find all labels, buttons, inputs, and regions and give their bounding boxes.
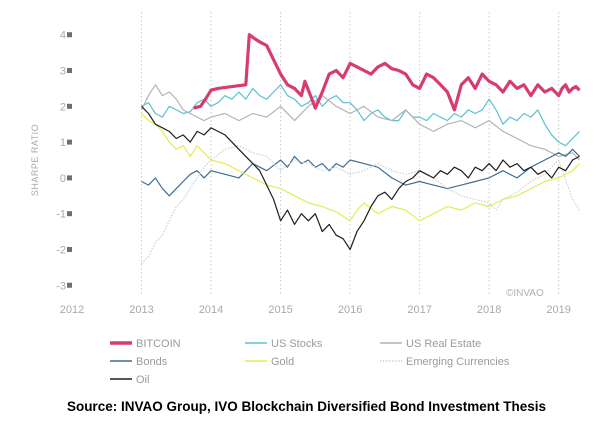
y-tick-2: 2: [60, 101, 66, 113]
legend-label-gold: Gold: [271, 356, 294, 368]
y-tick-marker: [67, 246, 72, 252]
series-line-emerging-currencies: [141, 145, 581, 265]
legend-label-bonds: Bonds: [136, 356, 168, 368]
y-tick-3: 3: [60, 66, 66, 78]
sharpe-ratio-chart: 4 3 2 1 0 -1 -2 -3 2012 2013 2014 2015 2016 2017 2018…: [30, 12, 581, 386]
legend-label-us-stocks: US Stocks: [271, 338, 323, 350]
y-tick--2: -2: [56, 244, 66, 256]
legend-label-oil: Oil: [136, 374, 149, 386]
chart-legend: BITCOIN US Stocks US Real Estate Bonds Gold E…: [110, 338, 510, 386]
x-axis-ticks: 2012 2013 2014 2015 2016 2017 2018 2019: [60, 304, 571, 316]
x-tick-2019: 2019: [546, 304, 570, 316]
y-tick-marker: [67, 68, 72, 74]
invao-watermark: ©INVAO: [506, 288, 544, 299]
series-line-gold: [141, 113, 580, 222]
y-tick-0: 0: [60, 173, 66, 185]
y-axis-label: SHARPE RATIO: [30, 124, 40, 196]
series-lines: [140, 33, 581, 265]
x-tick-2016: 2016: [338, 304, 362, 316]
y-tick-marker: [67, 211, 72, 217]
x-tick-2014: 2014: [199, 304, 223, 316]
series-line-bonds: [141, 148, 580, 197]
y-tick--3: -3: [56, 280, 66, 292]
y-tick-marker: [67, 32, 72, 38]
y-tick-marker: [67, 175, 72, 181]
y-tick--1: -1: [56, 209, 66, 221]
legend-label-emerging-currencies: Emerging Currencies: [406, 356, 510, 368]
y-tick-marker: [67, 139, 72, 145]
series-line-bitcoin: [193, 33, 581, 112]
legend-label-us-real-estate: US Real Estate: [406, 338, 481, 350]
series-line-oil: [141, 105, 580, 251]
x-tick-2013: 2013: [129, 304, 153, 316]
x-tick-2015: 2015: [268, 304, 292, 316]
series-line-us-stocks: [141, 84, 580, 147]
y-tick-1: 1: [60, 137, 66, 149]
legend-label-bitcoin: BITCOIN: [136, 338, 181, 350]
y-tick-marker: [67, 282, 72, 288]
y-tick-marker: [67, 103, 72, 109]
y-axis-ticks: 4 3 2 1 0 -1 -2 -3: [56, 30, 72, 292]
x-tick-2017: 2017: [407, 304, 431, 316]
source-caption: Source: INVAO Group, IVO Blockchain Dive…: [66, 399, 547, 414]
series-line-us-real-estate: [140, 84, 580, 161]
year-gridlines: [141, 12, 560, 296]
x-tick-2012: 2012: [60, 304, 84, 316]
y-tick-4: 4: [60, 30, 66, 42]
x-tick-2018: 2018: [477, 304, 501, 316]
